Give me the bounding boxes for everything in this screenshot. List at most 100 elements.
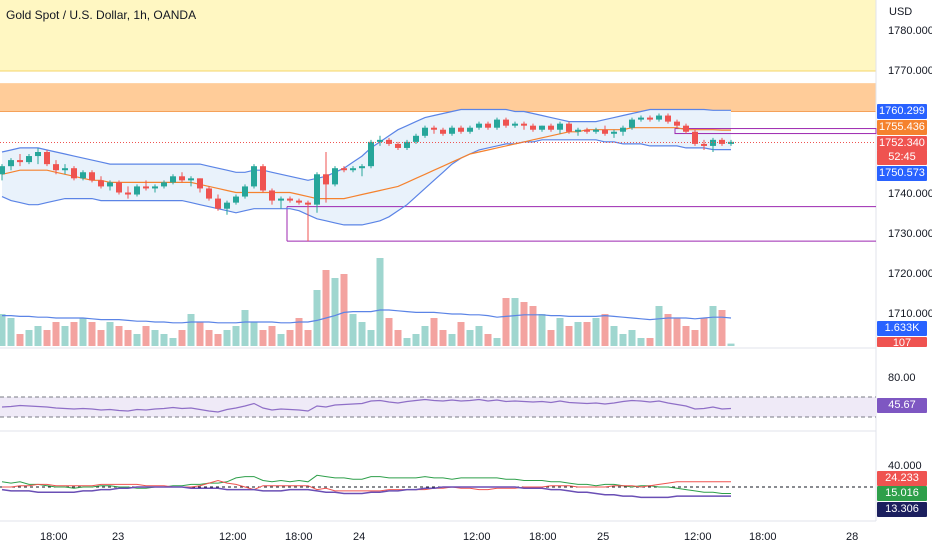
- volume-bar: [700, 318, 708, 346]
- candle-body: [440, 129, 446, 134]
- volume-bar: [295, 318, 303, 346]
- candle-body: [575, 129, 581, 132]
- time-label-18-00: 18:00: [285, 531, 313, 543]
- candle-body: [530, 125, 536, 130]
- volume-bar: [70, 322, 78, 346]
- candle-body: [107, 182, 113, 187]
- time-label-18-00: 18:00: [529, 531, 557, 543]
- candle-body: [71, 168, 77, 179]
- candle-body: [485, 123, 491, 128]
- volume-bar: [448, 334, 456, 346]
- volume-bar: [502, 298, 510, 346]
- ma-price-tag: 1755.436: [877, 120, 927, 135]
- candle-body: [341, 168, 347, 171]
- candle-body: [242, 186, 248, 197]
- candle-body: [539, 125, 545, 130]
- volume-bar: [88, 322, 96, 346]
- volume-last-tag: 107: [877, 337, 927, 347]
- volume-bar: [529, 306, 537, 346]
- volume-bar: [574, 322, 582, 346]
- candle-body: [683, 125, 689, 132]
- candle-body: [8, 160, 14, 167]
- candle-body: [260, 166, 266, 191]
- volume-bar: [313, 290, 321, 346]
- volume-bar: [403, 338, 411, 346]
- volume-bar: [25, 330, 33, 346]
- volume-bar: [709, 306, 717, 346]
- candle-body: [278, 198, 284, 201]
- candle-body: [566, 123, 572, 132]
- candle-body: [116, 182, 122, 193]
- candle-body: [305, 202, 311, 205]
- volume-bar: [619, 334, 627, 346]
- volume-bar: [169, 338, 177, 346]
- volume-bar: [16, 334, 24, 346]
- volume-bar: [304, 330, 312, 346]
- candle-body: [521, 123, 527, 126]
- minus-di-tag: 24.233: [877, 471, 927, 486]
- volume-bar: [0, 314, 6, 346]
- volume-bar: [727, 343, 735, 346]
- resistance-zone-lower: [0, 83, 876, 112]
- candle-body: [224, 202, 230, 209]
- volume-bar: [511, 298, 519, 346]
- volume-bar: [691, 330, 699, 346]
- volume-bar: [250, 322, 258, 346]
- volume-bar: [205, 330, 213, 346]
- candle-body: [665, 115, 671, 122]
- volume-bar: [79, 318, 87, 346]
- candle-body: [431, 127, 437, 130]
- candle-body: [323, 174, 329, 185]
- candle-body: [287, 198, 293, 201]
- volume-bar: [223, 330, 231, 346]
- candle-body: [332, 168, 338, 185]
- price-tick-1720: 1720.000: [888, 268, 932, 280]
- candle-body: [494, 119, 500, 128]
- volume-bar: [97, 330, 105, 346]
- rsi-tick-80: 80.00: [888, 372, 916, 384]
- volume-bar: [214, 334, 222, 346]
- volume-bar: [664, 314, 672, 346]
- time-label-12-00: 12:00: [219, 531, 247, 543]
- volume-bar: [61, 326, 69, 346]
- volume-bar: [133, 334, 141, 346]
- candle-body: [359, 166, 365, 169]
- minus-di-line: [2, 479, 731, 492]
- volume-bar: [439, 330, 447, 346]
- volume-bar: [601, 314, 609, 346]
- candle-body: [314, 174, 320, 205]
- bb-upper-price-tag: 1760.299: [877, 104, 927, 119]
- volume-bar: [520, 302, 528, 346]
- candle-body: [692, 131, 698, 144]
- candle-body: [629, 119, 635, 128]
- time-label-24: 24: [353, 531, 366, 543]
- candle-body: [80, 172, 86, 179]
- volume-bar: [466, 330, 474, 346]
- candle-body: [152, 186, 158, 189]
- bollinger-lower-line: [1, 139, 731, 226]
- volume-bar: [259, 330, 267, 346]
- volume-bar: [187, 314, 195, 346]
- volume-bar: [52, 322, 60, 346]
- candle-body: [701, 143, 707, 146]
- volume-bar: [349, 314, 357, 346]
- volume-bar: [151, 330, 159, 346]
- volume-bar: [178, 330, 186, 346]
- candle-body: [395, 143, 401, 148]
- volume-bar: [412, 334, 420, 346]
- candle-body: [719, 139, 725, 144]
- volume-bar: [115, 326, 123, 346]
- candle-body: [584, 129, 590, 132]
- plus-di-line: [1, 474, 731, 494]
- price-tick-1710: 1710.000: [888, 308, 932, 320]
- volume-bar: [637, 338, 645, 346]
- volume-bar: [556, 318, 564, 346]
- volume-bar: [682, 326, 690, 346]
- candle-body: [404, 141, 410, 148]
- volume-bar: [673, 318, 681, 346]
- candle-body: [557, 123, 563, 130]
- volume-bar: [646, 338, 654, 346]
- candle-body: [17, 160, 23, 163]
- time-label-12-00: 12:00: [684, 531, 712, 543]
